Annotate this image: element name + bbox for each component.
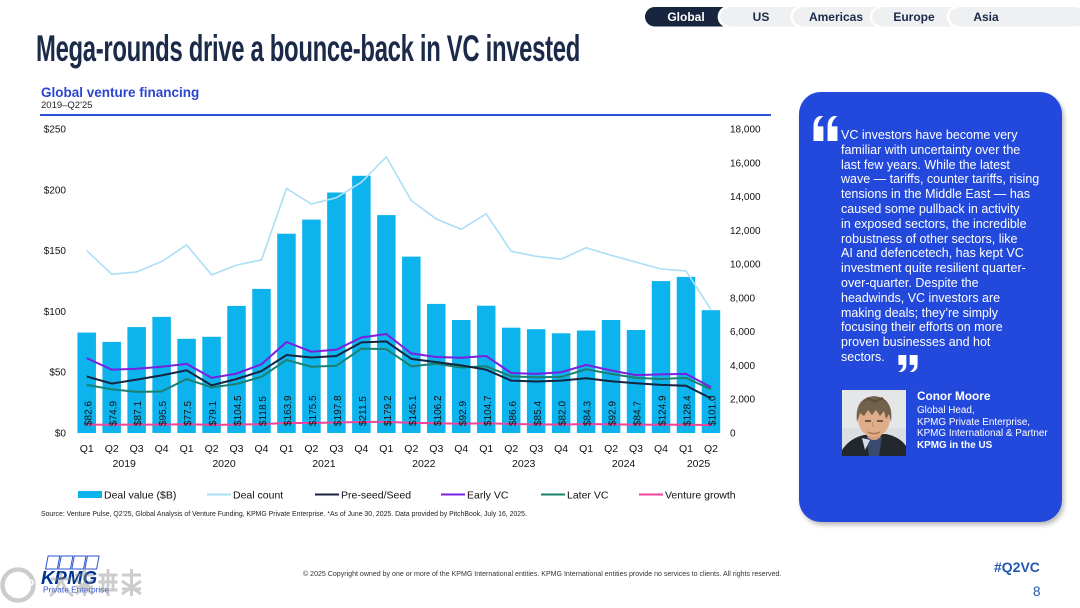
svg-text:Q1: Q1 (479, 443, 493, 455)
svg-text:$82.0: $82.0 (558, 401, 569, 426)
svg-text:$163.9: $163.9 (283, 395, 294, 426)
svg-text:Q2: Q2 (304, 443, 318, 455)
svg-text:Q1: Q1 (279, 443, 293, 455)
svg-text:Global: Global (667, 10, 704, 24)
svg-text:8,000: 8,000 (730, 293, 755, 304)
svg-text:Q1: Q1 (80, 443, 94, 455)
svg-text:$85.4: $85.4 (533, 401, 544, 426)
svg-text:$211.5: $211.5 (358, 396, 369, 426)
svg-text:Q4: Q4 (554, 443, 568, 455)
svg-text:$175.5: $175.5 (308, 395, 319, 426)
svg-text:16,000: 16,000 (730, 158, 761, 169)
svg-text:Q4: Q4 (454, 443, 468, 455)
svg-text:14,000: 14,000 (730, 192, 761, 203)
svg-text:$128.4: $128.4 (683, 395, 694, 426)
svg-text:Q2: Q2 (704, 443, 718, 455)
svg-text:Q4: Q4 (354, 443, 368, 455)
svg-text:2021: 2021 (312, 458, 336, 470)
svg-text:Deal count: Deal count (233, 490, 283, 502)
svg-text:Asia: Asia (973, 10, 999, 24)
svg-text:$104.5: $104.5 (233, 395, 244, 426)
svg-text:Venture growth: Venture growth (665, 490, 736, 502)
svg-text:Q4: Q4 (254, 443, 268, 455)
svg-text:$100: $100 (44, 307, 67, 318)
svg-text:$0: $0 (55, 429, 67, 440)
svg-text:Americas: Americas (809, 10, 863, 24)
svg-text:2022: 2022 (412, 458, 436, 470)
svg-text:2023: 2023 (512, 458, 536, 470)
svg-text:Q2: Q2 (105, 443, 119, 455)
svg-text:$87.1: $87.1 (133, 401, 144, 426)
svg-text:2020: 2020 (212, 458, 236, 470)
svg-text:Q2: Q2 (604, 443, 618, 455)
svg-text:$179.2: $179.2 (383, 395, 394, 426)
svg-text:$200: $200 (44, 185, 67, 196)
svg-text:Q2: Q2 (205, 443, 219, 455)
svg-text:Pre-seed/Seed: Pre-seed/Seed (341, 490, 411, 502)
svg-text:Q3: Q3 (329, 443, 343, 455)
svg-text:$101.0: $101.0 (708, 395, 719, 426)
svg-text:Q1: Q1 (379, 443, 393, 455)
svg-text:US: US (753, 10, 770, 24)
svg-text:Early VC: Early VC (467, 490, 509, 502)
svg-text:18,000: 18,000 (730, 125, 761, 136)
svg-text:Q2: Q2 (404, 443, 418, 455)
svg-text:$92.9: $92.9 (458, 401, 469, 426)
svg-text:$92.9: $92.9 (608, 401, 619, 426)
svg-text:Q4: Q4 (155, 443, 169, 455)
svg-text:4,000: 4,000 (730, 361, 755, 372)
svg-text:$79.1: $79.1 (208, 401, 219, 426)
svg-text:Q2: Q2 (504, 443, 518, 455)
svg-text:$77.5: $77.5 (183, 401, 194, 426)
svg-text:0: 0 (730, 429, 736, 440)
svg-text:$106.2: $106.2 (433, 395, 444, 426)
svg-text:$150: $150 (44, 246, 67, 257)
svg-text:Deal value ($B): Deal value ($B) (104, 490, 176, 502)
svg-text:Q3: Q3 (629, 443, 643, 455)
svg-text:$82.6: $82.6 (83, 401, 94, 426)
svg-text:Private Enterprise: Private Enterprise (43, 585, 109, 595)
svg-text:$197.8: $197.8 (333, 395, 344, 426)
svg-text:$84.7: $84.7 (633, 401, 644, 426)
svg-text:Q3: Q3 (529, 443, 543, 455)
svg-text:2024: 2024 (612, 458, 636, 470)
svg-text:$145.1: $145.1 (408, 395, 419, 426)
svg-text:KPMG: KPMG (41, 567, 97, 588)
svg-text:$104.7: $104.7 (483, 395, 494, 426)
svg-text:$95.5: $95.5 (158, 401, 169, 426)
svg-text:$86.6: $86.6 (508, 401, 519, 426)
svg-text:Q1: Q1 (180, 443, 194, 455)
svg-text:10,000: 10,000 (730, 260, 761, 271)
svg-text:$118.5: $118.5 (258, 396, 269, 426)
svg-text:$74.9: $74.9 (108, 401, 119, 426)
svg-text:$50: $50 (49, 368, 66, 379)
svg-text:Later VC: Later VC (567, 490, 609, 502)
svg-text:2025: 2025 (687, 458, 711, 470)
svg-text:12,000: 12,000 (730, 226, 761, 237)
svg-text:Q1: Q1 (579, 443, 593, 455)
svg-text:Q3: Q3 (229, 443, 243, 455)
svg-text:$124.9: $124.9 (658, 395, 669, 426)
svg-text:6,000: 6,000 (730, 327, 755, 338)
svg-text:$84.3: $84.3 (583, 401, 594, 426)
svg-text:2019: 2019 (113, 458, 137, 470)
svg-text:Q3: Q3 (429, 443, 443, 455)
svg-text:$250: $250 (44, 125, 67, 136)
svg-text:Q4: Q4 (654, 443, 668, 455)
svg-text:Q1: Q1 (679, 443, 693, 455)
svg-text:Europe: Europe (893, 10, 935, 24)
svg-text:10°: 10° (6, 577, 35, 598)
svg-text:Q3: Q3 (130, 443, 144, 455)
svg-text:2,000: 2,000 (730, 395, 755, 406)
